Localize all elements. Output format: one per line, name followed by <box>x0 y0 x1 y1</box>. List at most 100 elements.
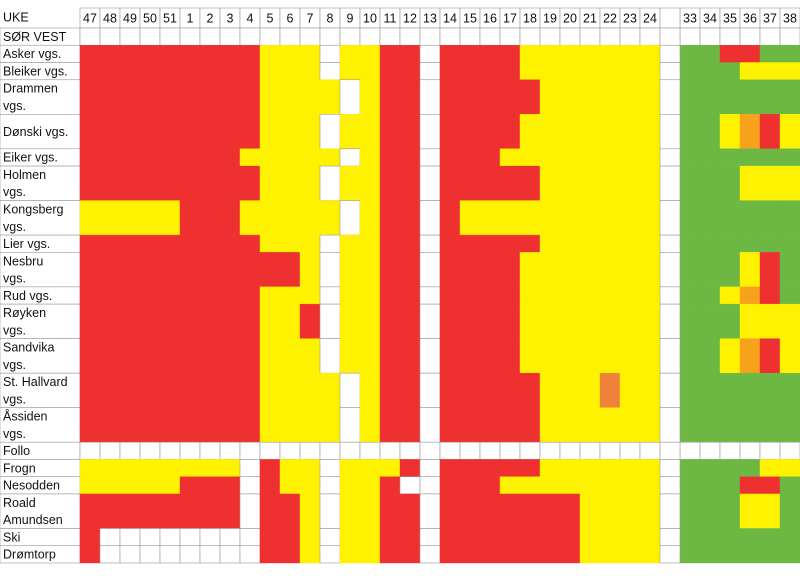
status-cell <box>79 79 101 115</box>
status-cell <box>319 62 341 81</box>
status-cell <box>739 528 761 546</box>
status-cell <box>159 528 181 547</box>
status-cell <box>259 79 281 115</box>
status-cell <box>279 459 301 477</box>
status-cell <box>119 79 141 115</box>
status-cell <box>639 338 661 374</box>
status-cell <box>199 27 221 46</box>
status-cell <box>199 234 221 253</box>
status-cell <box>259 441 281 460</box>
status-cell <box>719 165 741 201</box>
status-cell <box>99 148 121 167</box>
status-cell <box>479 234 501 253</box>
status-cell <box>759 476 781 495</box>
status-cell <box>79 45 101 63</box>
status-cell <box>599 114 621 150</box>
week-label: 33 <box>683 11 697 25</box>
status-cell <box>539 459 561 477</box>
status-cell <box>439 286 461 305</box>
status-cell <box>699 545 721 564</box>
status-cell <box>559 200 581 236</box>
status-cell <box>159 372 181 408</box>
gap-cell <box>659 441 681 460</box>
status-cell <box>479 476 501 495</box>
status-cell <box>639 476 661 495</box>
status-cell <box>699 27 721 46</box>
status-cell <box>759 200 781 236</box>
status-cell <box>239 459 261 478</box>
status-cell <box>579 303 601 339</box>
status-cell <box>139 200 161 236</box>
status-cell <box>499 234 521 253</box>
status-cell <box>99 441 121 460</box>
status-cell <box>359 493 381 529</box>
status-cell <box>419 148 441 167</box>
row-label-cell <box>0 165 81 201</box>
status-cell <box>79 286 101 305</box>
status-cell <box>99 62 121 80</box>
status-cell <box>579 114 601 150</box>
status-cell <box>719 114 741 150</box>
gap-cell <box>659 252 681 288</box>
status-cell <box>599 493 621 529</box>
status-cell <box>419 234 441 253</box>
status-cell <box>419 545 441 564</box>
status-cell <box>759 79 781 115</box>
status-cell <box>339 459 361 477</box>
status-cell <box>259 200 281 236</box>
status-cell <box>79 114 101 150</box>
status-cell <box>739 476 761 495</box>
status-cell <box>279 200 301 236</box>
status-cell <box>459 407 481 443</box>
status-cell <box>599 252 621 288</box>
status-cell <box>599 441 621 460</box>
status-cell <box>539 303 561 339</box>
status-cell <box>259 545 281 564</box>
status-cell <box>379 441 401 460</box>
status-cell <box>439 62 461 80</box>
status-cell <box>319 79 341 115</box>
status-cell <box>519 200 541 236</box>
status-cell <box>79 303 101 339</box>
status-cell <box>499 27 521 46</box>
row-label-cell <box>0 303 81 339</box>
status-cell <box>519 459 541 477</box>
status-cell <box>379 459 401 477</box>
week-label: 49 <box>123 11 137 25</box>
status-cell <box>639 286 661 305</box>
status-cell <box>279 62 301 80</box>
status-cell <box>179 528 201 547</box>
status-cell <box>779 441 800 460</box>
status-cell <box>759 303 781 339</box>
status-cell <box>639 62 661 80</box>
status-cell <box>439 545 461 564</box>
status-cell <box>219 459 241 477</box>
status-cell <box>199 338 221 374</box>
status-cell <box>699 528 721 546</box>
status-cell <box>319 407 341 443</box>
status-cell <box>359 528 381 546</box>
status-cell <box>299 286 321 305</box>
status-cell <box>479 79 501 115</box>
status-cell <box>739 148 761 167</box>
status-cell <box>539 200 561 236</box>
status-cell <box>299 338 321 374</box>
status-cell <box>639 252 661 288</box>
status-cell <box>139 79 161 115</box>
row-label: Sandvika <box>3 341 54 355</box>
row-label: vgs. <box>3 392 26 406</box>
week-label: 7 <box>307 11 314 25</box>
status-cell <box>559 114 581 150</box>
status-cell <box>719 148 741 167</box>
gap-cell <box>659 338 681 374</box>
status-cell <box>619 165 641 201</box>
row-label: Asker vgs. <box>3 47 61 61</box>
status-cell <box>319 234 341 253</box>
status-cell <box>219 165 241 201</box>
status-cell <box>159 441 181 460</box>
status-cell <box>199 286 221 305</box>
status-cell <box>599 165 621 201</box>
row-label: Nesbru <box>3 254 43 268</box>
status-cell <box>739 45 761 63</box>
status-cell <box>779 148 800 167</box>
